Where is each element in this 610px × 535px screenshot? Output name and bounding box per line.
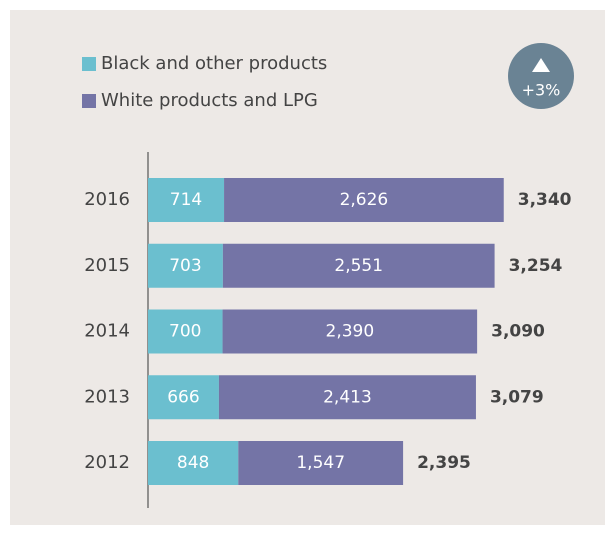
- value-label: 2,626: [340, 190, 389, 210]
- legend-swatch: [82, 94, 96, 108]
- bar-segment: [238, 441, 404, 485]
- value-label: 2,551: [334, 256, 383, 276]
- value-label: 700: [169, 322, 201, 342]
- y-tick-label: 2015: [84, 255, 130, 276]
- y-tick-label: 2013: [84, 386, 130, 407]
- bar-segment: [148, 375, 219, 420]
- legend-swatch: [82, 57, 96, 71]
- bar-segment: [148, 243, 223, 288]
- total-label: 3,340: [518, 190, 572, 210]
- bar-segment: [148, 309, 223, 354]
- value-label: 848: [177, 453, 209, 473]
- badge-text: +3%: [522, 81, 561, 100]
- y-tick-label: 2012: [84, 452, 130, 473]
- badge-arrow: [532, 58, 550, 72]
- bar-segment: [218, 375, 476, 420]
- legend-label: White products and LPG: [101, 90, 318, 111]
- value-label: 2,413: [323, 387, 372, 407]
- bar-segment: [148, 441, 239, 485]
- badge: [508, 43, 574, 109]
- total-label: 3,090: [491, 322, 545, 342]
- bar-segment: [222, 243, 495, 288]
- value-label: 1,547: [296, 453, 345, 473]
- value-label: 714: [170, 190, 202, 210]
- y-tick-label: 2016: [84, 189, 130, 210]
- total-label: 3,254: [509, 256, 563, 276]
- legend-label: Black and other products: [101, 53, 327, 74]
- value-label: 2,390: [326, 322, 375, 342]
- value-label: 703: [169, 256, 201, 276]
- y-tick-label: 2014: [84, 321, 130, 342]
- value-label: 666: [167, 387, 199, 407]
- bar-segment: [222, 309, 478, 354]
- total-label: 2,395: [417, 453, 471, 473]
- bar-segment: [224, 178, 504, 222]
- bar-segment: [148, 178, 225, 222]
- total-label: 3,079: [490, 387, 544, 407]
